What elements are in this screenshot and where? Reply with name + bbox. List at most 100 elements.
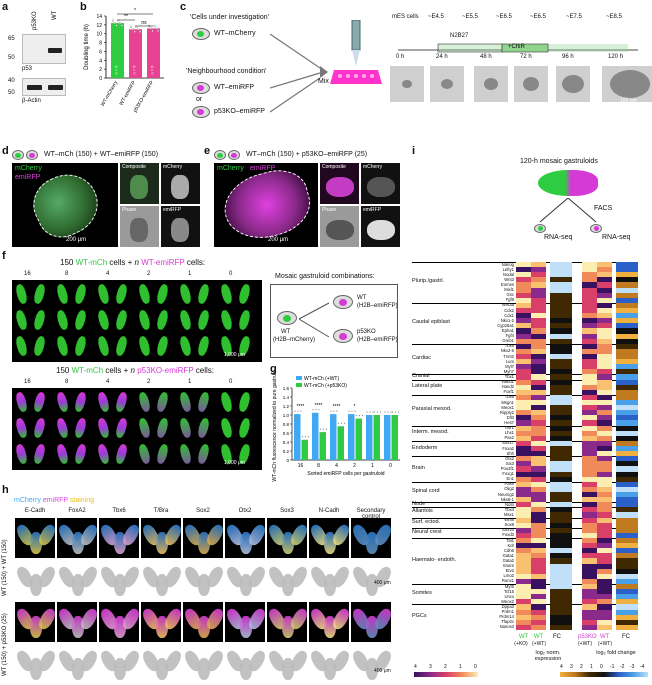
- gene-label: Esam: [503, 563, 514, 569]
- heat-cell-right: [597, 538, 612, 544]
- heat-cell-right: [597, 599, 612, 605]
- b-n: n = 6: [132, 65, 137, 75]
- heat-cell-right: [582, 410, 597, 416]
- panel-h-marker-label: FoxA2: [68, 508, 86, 514]
- heat-cell-fc2: [616, 302, 638, 309]
- gene-label: Osr1: [504, 425, 514, 431]
- gene-label: Dll3: [506, 414, 514, 420]
- g-ytick: 0.2: [283, 449, 290, 454]
- heat-cell-right: [582, 497, 597, 503]
- g-bar-p53: [337, 426, 344, 460]
- panel-f-n-label: 1: [188, 271, 192, 277]
- heat-cell-fc2: [616, 599, 638, 605]
- gene-label: Foxd3: [502, 532, 514, 538]
- b-point: [155, 27, 158, 30]
- g-point: [297, 410, 299, 412]
- heat-cell-left: [516, 563, 531, 569]
- heat-cell-fc2: [616, 354, 638, 360]
- panel-f-n-label: 2: [147, 271, 151, 277]
- heat-cell-right: [582, 481, 597, 488]
- panel-h-row2-label: WT (150) + p53KO (25): [2, 613, 8, 676]
- heat-cell-left: [516, 461, 531, 467]
- heat-cell-right: [597, 364, 612, 370]
- heat-cell-fc1: [550, 277, 572, 283]
- g-point: [360, 421, 362, 423]
- heat-cell-fc2: [616, 313, 638, 319]
- panel-f-scale-1: 1,000 μm: [224, 352, 245, 358]
- western-blot-actin: [22, 78, 66, 96]
- panel-h-marker-label: Tbx6: [112, 508, 126, 514]
- heat-cell-left: [516, 614, 531, 621]
- heat-cell-fc1: [550, 420, 572, 426]
- category-label: Paraxial mesod.: [412, 406, 452, 413]
- heat-cell-left: [516, 538, 531, 544]
- b-sig: *: [134, 8, 136, 14]
- gastruloid-wt-p53: [155, 443, 170, 465]
- heat-cell-left: [531, 435, 546, 442]
- heat-cell-fc1: [550, 323, 572, 329]
- timeline-time: 24 h: [436, 54, 448, 60]
- gastruloid-wt-p53: [32, 443, 47, 465]
- heat-cell-right: [582, 553, 597, 559]
- heat-cell-right: [582, 384, 597, 391]
- heat-cell-left: [516, 389, 531, 396]
- g-point: [358, 415, 361, 417]
- heat-cell-fc2: [616, 532, 638, 539]
- panel-h-image-row1-gray: [267, 560, 307, 600]
- heat-cell-right: [597, 405, 612, 411]
- heat-cell-fc2: [616, 578, 638, 585]
- panel-e-main-image: mCherry emiRFP 200 μm: [214, 163, 318, 247]
- panel-h-image-row1-color: [309, 518, 349, 558]
- gene-label: Lum: [505, 358, 514, 364]
- heat-cell-fc1: [550, 573, 572, 580]
- heat-cell-left: [516, 532, 531, 539]
- scale-d: 200 μm: [66, 237, 87, 243]
- heat-cell-left: [531, 267, 546, 273]
- heat-cell-right: [582, 262, 597, 268]
- heat-cell-fc2: [616, 415, 638, 421]
- heat-cell-right: [597, 624, 612, 631]
- heat-cell-fc1: [550, 384, 572, 391]
- heat-cell-fc2: [616, 451, 638, 457]
- heat-cell-fc1: [550, 589, 572, 595]
- pipette-plate-icon: [330, 20, 382, 84]
- heat-cell-right: [582, 507, 597, 513]
- gene-label: Hes7: [504, 419, 514, 425]
- heat-cell-fc2: [616, 604, 638, 610]
- b-n: n = 6: [114, 65, 119, 75]
- heat-cell-left: [531, 558, 546, 564]
- heat-cell-fc1: [550, 343, 572, 350]
- heat-cell-right: [582, 466, 597, 472]
- heat-cell-left: [516, 313, 531, 319]
- heat-cell-left: [531, 594, 546, 600]
- heat-cell-left: [531, 538, 546, 544]
- heat-cell-fc1: [550, 543, 572, 549]
- heat-cell-right: [582, 619, 597, 626]
- heat-cell-left: [516, 502, 531, 508]
- panel-e-composite: Composite: [320, 163, 359, 204]
- heat-cell-fc1: [550, 440, 572, 447]
- timeline-time: 72 h: [520, 54, 532, 60]
- gene-label: Sox10: [502, 527, 514, 533]
- panel-i-facs: FACS: [594, 205, 613, 212]
- heat-cell-left: [531, 568, 546, 575]
- g-ylabel: WT-mCh fluorescence normalized to pure g…: [272, 370, 278, 482]
- gastruloid-wt-wt: [96, 335, 111, 357]
- heat-cell-fc1: [550, 267, 572, 273]
- panel-h-image-row1-color: [57, 518, 97, 558]
- heat-cell-fc2: [616, 466, 638, 472]
- heat-cell-fc2: [616, 497, 638, 503]
- g-point: [294, 410, 296, 412]
- g-point: [295, 416, 298, 418]
- heat-cell-right: [582, 302, 597, 309]
- timeline-time: 0 h: [396, 54, 405, 60]
- heat-cell-fc1: [550, 354, 572, 360]
- panel-f-title-2: 150 WT-mCh cells + n p53KO-emiRFP cells:: [56, 366, 215, 375]
- gastruloid-wt-p53: [55, 417, 70, 439]
- heat-cell-right: [582, 440, 597, 447]
- b-point: [111, 19, 115, 22]
- b-ytick: 2: [99, 67, 102, 73]
- heat-cell-right: [597, 415, 612, 421]
- cb-left-tick: 1: [459, 664, 462, 670]
- heat-cell-left: [531, 486, 546, 493]
